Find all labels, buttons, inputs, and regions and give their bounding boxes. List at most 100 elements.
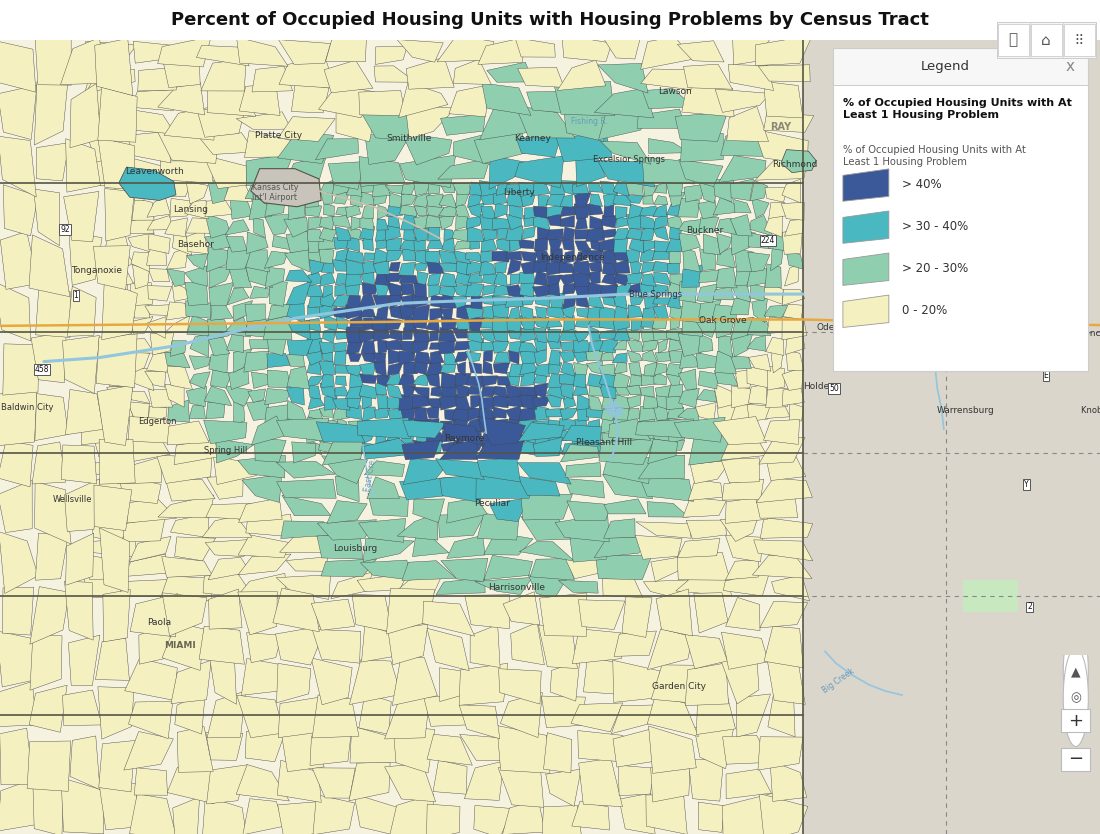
Polygon shape <box>560 215 574 227</box>
Text: 458: 458 <box>34 365 50 374</box>
Polygon shape <box>0 532 39 594</box>
Polygon shape <box>129 416 177 444</box>
Polygon shape <box>716 267 737 288</box>
Polygon shape <box>321 294 337 308</box>
Polygon shape <box>560 445 600 462</box>
Polygon shape <box>209 350 229 373</box>
Polygon shape <box>208 179 229 203</box>
Polygon shape <box>133 265 150 289</box>
Polygon shape <box>507 192 525 207</box>
Polygon shape <box>613 295 627 309</box>
Polygon shape <box>758 65 810 82</box>
Text: Blue Springs: Blue Springs <box>629 289 682 299</box>
Polygon shape <box>276 461 336 478</box>
Polygon shape <box>630 259 641 274</box>
Polygon shape <box>402 248 417 261</box>
Polygon shape <box>236 765 289 801</box>
Polygon shape <box>35 285 70 338</box>
Polygon shape <box>359 693 392 735</box>
Polygon shape <box>110 338 129 357</box>
Polygon shape <box>324 60 373 93</box>
Polygon shape <box>385 185 404 194</box>
Polygon shape <box>414 238 426 251</box>
Polygon shape <box>107 384 133 408</box>
Polygon shape <box>667 203 682 217</box>
Polygon shape <box>278 39 331 64</box>
Polygon shape <box>244 351 268 372</box>
Polygon shape <box>437 35 494 62</box>
Polygon shape <box>427 261 444 274</box>
Polygon shape <box>628 443 643 452</box>
Polygon shape <box>492 251 509 262</box>
Text: Wellsville: Wellsville <box>53 495 92 505</box>
Polygon shape <box>373 294 389 306</box>
Polygon shape <box>481 376 497 386</box>
Polygon shape <box>287 400 308 425</box>
Polygon shape <box>319 442 337 455</box>
Polygon shape <box>548 304 564 319</box>
Polygon shape <box>509 364 524 377</box>
Polygon shape <box>424 696 473 726</box>
Polygon shape <box>439 263 458 272</box>
Bar <box>0 40 803 834</box>
Polygon shape <box>389 794 433 834</box>
Polygon shape <box>573 363 587 375</box>
Polygon shape <box>603 297 615 307</box>
Polygon shape <box>345 365 363 376</box>
Text: Y: Y <box>1024 480 1029 490</box>
Polygon shape <box>427 399 442 408</box>
Polygon shape <box>535 238 548 251</box>
Polygon shape <box>452 229 469 241</box>
Polygon shape <box>735 369 754 388</box>
Polygon shape <box>682 264 703 287</box>
Polygon shape <box>332 181 349 196</box>
Polygon shape <box>652 318 667 329</box>
Polygon shape <box>509 204 522 219</box>
Polygon shape <box>477 514 519 540</box>
Polygon shape <box>694 724 735 769</box>
Polygon shape <box>386 588 434 634</box>
Polygon shape <box>644 195 653 204</box>
Polygon shape <box>654 352 671 362</box>
Polygon shape <box>167 179 192 197</box>
Polygon shape <box>493 341 509 354</box>
Polygon shape <box>535 440 549 455</box>
Polygon shape <box>29 235 69 297</box>
Circle shape <box>1064 622 1088 721</box>
Polygon shape <box>173 797 199 834</box>
Polygon shape <box>538 625 578 669</box>
Polygon shape <box>471 394 484 409</box>
Polygon shape <box>433 760 468 794</box>
Polygon shape <box>534 295 550 307</box>
Polygon shape <box>440 114 485 135</box>
Polygon shape <box>374 360 386 377</box>
Polygon shape <box>603 249 617 264</box>
Polygon shape <box>267 354 290 368</box>
Polygon shape <box>652 305 669 319</box>
Polygon shape <box>640 249 656 262</box>
Polygon shape <box>468 316 484 331</box>
Polygon shape <box>640 37 692 69</box>
Polygon shape <box>427 194 443 208</box>
Polygon shape <box>306 417 323 428</box>
Polygon shape <box>440 273 456 287</box>
Polygon shape <box>551 181 564 194</box>
Polygon shape <box>547 260 562 275</box>
Polygon shape <box>246 153 294 185</box>
Polygon shape <box>752 555 812 579</box>
Polygon shape <box>573 383 587 395</box>
Polygon shape <box>615 207 627 219</box>
Polygon shape <box>519 387 537 396</box>
Polygon shape <box>429 343 443 349</box>
Text: East Cre.: East Cre. <box>363 457 378 492</box>
Polygon shape <box>3 344 38 395</box>
Polygon shape <box>190 333 209 357</box>
Polygon shape <box>524 215 534 227</box>
Polygon shape <box>639 476 694 501</box>
Polygon shape <box>668 216 685 230</box>
Polygon shape <box>399 237 417 251</box>
Polygon shape <box>321 262 334 274</box>
Polygon shape <box>273 588 319 632</box>
Polygon shape <box>597 161 654 187</box>
Polygon shape <box>336 429 351 441</box>
